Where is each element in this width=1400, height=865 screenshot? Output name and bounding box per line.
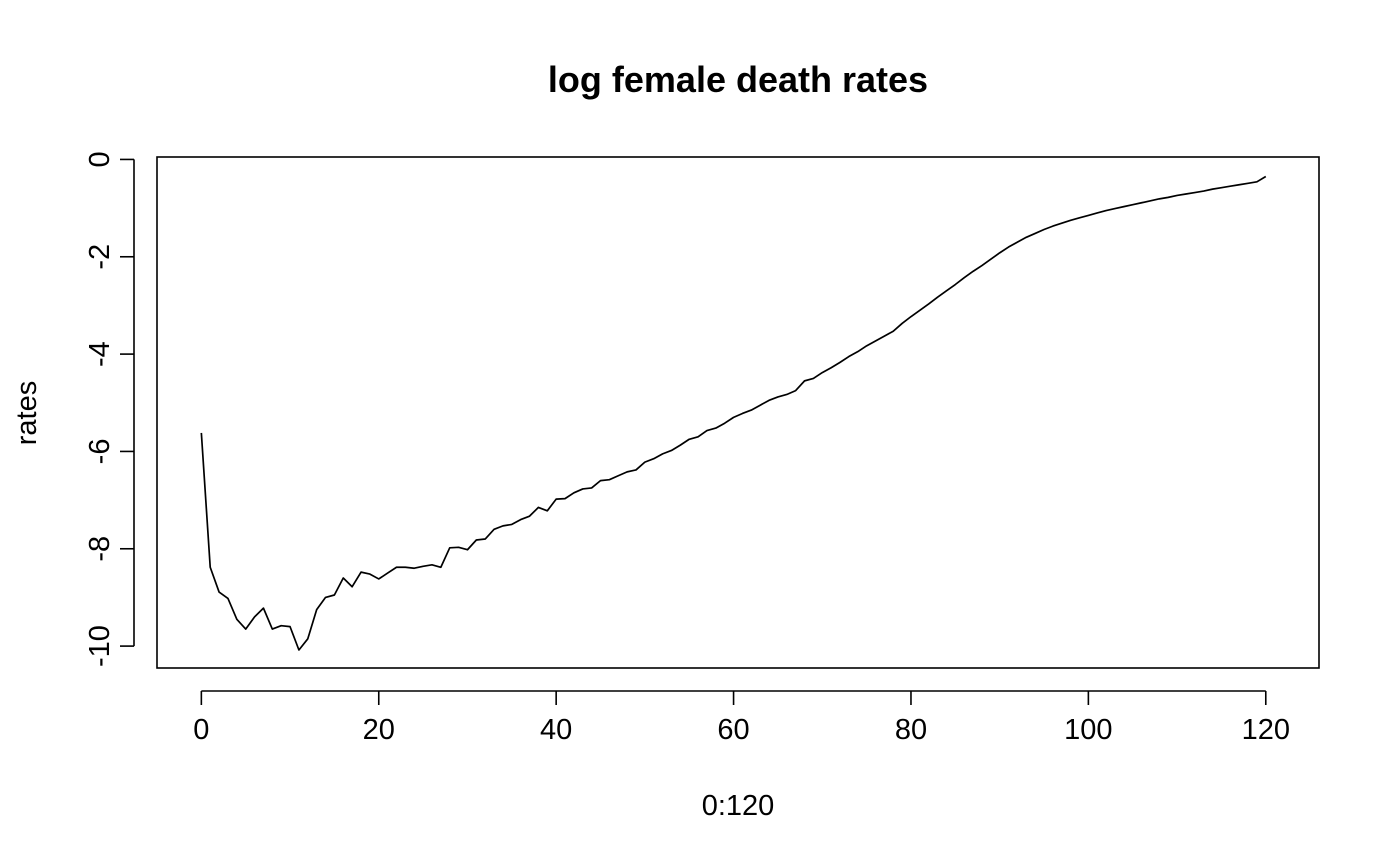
- y-tick-label: -10: [84, 625, 116, 667]
- x-axis-label: 0:120: [702, 790, 775, 822]
- y-tick-label: -4: [84, 341, 116, 367]
- y-tick-label: -6: [84, 439, 116, 465]
- y-tick-label: 0: [84, 151, 116, 167]
- chart-title: log female death rates: [548, 59, 928, 100]
- plot-frame: [156, 156, 1320, 669]
- x-tick-label: 100: [1064, 714, 1112, 746]
- x-tick-label: 40: [540, 714, 572, 746]
- y-tick-label: -2: [84, 244, 116, 270]
- x-tick-label: 120: [1242, 714, 1290, 746]
- x-tick-label: 80: [895, 714, 927, 746]
- y-axis: 0 -2 -4 -6 -8 -10: [84, 151, 135, 667]
- series-line: [200, 175, 1267, 651]
- x-tick-label: 60: [717, 714, 749, 746]
- x-tick-label: 0: [193, 714, 209, 746]
- x-tick-label: 20: [363, 714, 395, 746]
- y-axis-label: rates: [11, 381, 43, 445]
- x-axis: 0 20 40 60 80 100 120: [193, 690, 1290, 746]
- y-tick-label: -8: [84, 536, 116, 562]
